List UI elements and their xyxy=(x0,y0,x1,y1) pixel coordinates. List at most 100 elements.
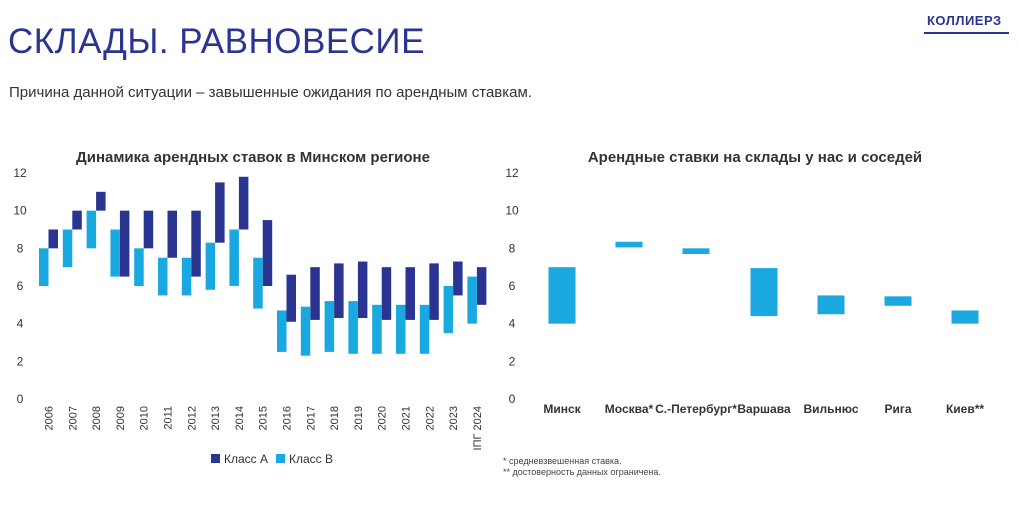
bar-class-b xyxy=(62,229,73,268)
x-tick-label: IПГ 2024 xyxy=(472,406,484,450)
y-tick-label: 6 xyxy=(17,279,24,293)
y-tick-label: 8 xyxy=(509,241,516,255)
y-tick-label: 12 xyxy=(505,166,519,180)
bar-class-b xyxy=(229,229,239,286)
x-tick-label: 2013 xyxy=(210,406,222,430)
bar-class-a xyxy=(167,210,177,258)
x-tick-label: 2022 xyxy=(424,406,436,430)
bar-class-a xyxy=(191,210,201,277)
x-tick-label: 2011 xyxy=(163,406,175,430)
x-tick-label: 2007 xyxy=(67,406,79,430)
bar-class-b xyxy=(396,304,406,354)
bar-class-a xyxy=(238,176,249,230)
x-tick-label: 2014 xyxy=(234,406,246,430)
bar-class-a xyxy=(453,261,463,296)
page-subtitle: Причина данной ситуации – завышенные ожи… xyxy=(9,84,532,101)
chart-title: Арендные ставки на склады у нас и соседе… xyxy=(588,149,922,166)
x-tick-label: 2006 xyxy=(44,406,56,430)
bar-class-b xyxy=(419,304,430,354)
x-tick-label: Киев** xyxy=(946,402,984,416)
bar-class-b xyxy=(205,242,216,290)
bar-class-b xyxy=(372,304,382,354)
bar-class-a xyxy=(119,210,130,277)
y-tick-label: 4 xyxy=(17,317,24,331)
y-tick-label: 12 xyxy=(13,166,27,180)
bar-class-a xyxy=(429,263,439,320)
legend-swatch xyxy=(211,454,220,463)
range-bar xyxy=(884,296,912,306)
y-tick-label: 8 xyxy=(17,241,24,255)
bar-class-b xyxy=(39,248,49,286)
x-tick-label: 2010 xyxy=(139,406,151,430)
x-tick-label: С.-Петербург* xyxy=(655,402,737,416)
y-tick-label: 0 xyxy=(17,392,24,406)
bar-class-b xyxy=(324,301,335,352)
bar-class-b xyxy=(110,229,120,277)
bar-class-a xyxy=(334,263,344,319)
bar-class-a xyxy=(48,229,58,249)
x-tick-label: Вильнюс xyxy=(803,402,858,416)
legend-label: Класс В xyxy=(289,452,333,466)
x-tick-label: Рига xyxy=(884,402,911,416)
x-tick-label: Варшава xyxy=(737,402,791,416)
y-tick-label: 6 xyxy=(509,279,516,293)
chart-title: Динамика арендных ставок в Минском регио… xyxy=(76,149,430,166)
page-title: СКЛАДЫ. РАВНОВЕСИЕ xyxy=(8,22,425,61)
y-tick-label: 2 xyxy=(509,354,516,368)
range-bar xyxy=(548,267,576,324)
bar-class-b xyxy=(300,306,311,356)
legend-swatch xyxy=(276,454,285,463)
bar-class-b xyxy=(158,257,168,296)
minsk-rent-chart: Динамика арендных ставок в Минском регио… xyxy=(13,149,487,466)
x-tick-label: 2017 xyxy=(305,406,317,430)
x-tick-label: Минск xyxy=(543,402,581,416)
x-tick-label: 2008 xyxy=(91,406,103,430)
bar-class-a xyxy=(357,261,368,319)
bar-class-a xyxy=(476,267,487,305)
x-tick-label: 2021 xyxy=(401,406,413,430)
bar-class-a xyxy=(96,191,106,211)
bar-class-a xyxy=(72,210,82,230)
y-tick-label: 2 xyxy=(17,354,24,368)
bar-class-a xyxy=(143,210,154,249)
brand-logo-underline xyxy=(924,32,1009,34)
bar-class-b xyxy=(181,257,192,296)
bar-class-a xyxy=(286,274,296,322)
x-tick-label: 2018 xyxy=(329,406,341,430)
range-bar xyxy=(615,241,643,248)
brand-logo: КОЛЛИЕРЗ xyxy=(924,10,1009,34)
footnote: ** достоверность данных ограничена. xyxy=(503,467,661,477)
bar-class-b xyxy=(467,276,477,324)
x-tick-label: 2020 xyxy=(377,406,389,430)
range-bar xyxy=(951,310,979,324)
x-tick-label: 2009 xyxy=(115,406,127,430)
y-tick-label: 10 xyxy=(13,204,27,218)
bar-class-b xyxy=(277,310,287,352)
bar-class-b xyxy=(253,257,263,309)
bar-class-b xyxy=(348,301,358,354)
x-tick-label: 2015 xyxy=(258,406,270,430)
footnote: * средневзвешенная ставка. xyxy=(503,456,622,466)
x-tick-label: 2012 xyxy=(186,406,198,430)
bar-class-b xyxy=(86,210,97,249)
bar-class-b xyxy=(443,286,454,334)
x-tick-label: 2023 xyxy=(448,406,460,430)
range-bar xyxy=(817,295,845,315)
bar-class-b xyxy=(134,248,144,286)
y-tick-label: 0 xyxy=(509,392,516,406)
bar-class-a xyxy=(262,220,273,286)
x-tick-label: Москва* xyxy=(605,402,654,416)
bar-class-a xyxy=(215,182,225,243)
x-tick-label: 2016 xyxy=(282,406,294,430)
bar-class-a xyxy=(381,267,392,320)
legend-label: Класс А xyxy=(224,452,268,466)
range-bar xyxy=(750,268,778,317)
y-tick-label: 10 xyxy=(505,204,519,218)
brand-logo-text: КОЛЛИЕРЗ xyxy=(927,13,1002,28)
bar-class-a xyxy=(310,267,320,320)
y-tick-label: 4 xyxy=(509,317,516,331)
bar-class-a xyxy=(405,267,415,320)
x-tick-label: 2019 xyxy=(353,406,365,430)
range-bar xyxy=(682,248,710,254)
